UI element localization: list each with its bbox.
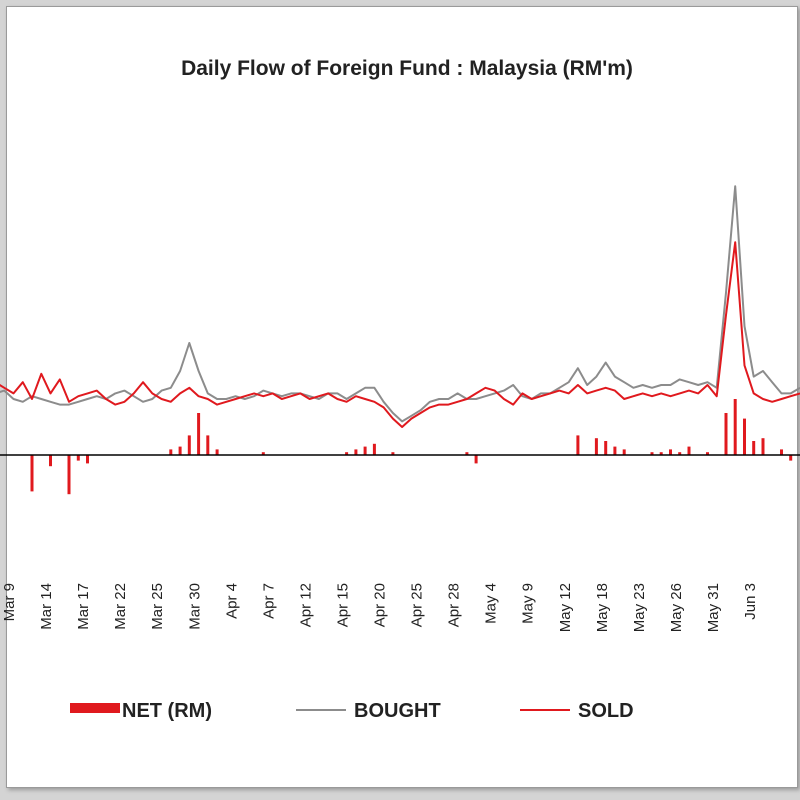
net-bar [650,452,654,455]
net-bar [594,438,598,455]
x-tick-label: Mar 9 [1,583,18,621]
net-bar [354,449,358,455]
net-bar [613,446,617,455]
net-bar [761,438,765,455]
x-tick-label: Apr 20 [372,583,389,627]
x-tick-label: Jun 3 [742,583,759,620]
net-bar [576,435,580,455]
legend-label-net: NET (RM) [122,700,212,722]
net-bar [169,449,173,455]
net-bar [669,449,672,455]
net-bar [261,452,265,455]
x-tick-label: May 9 [520,583,537,624]
x-tick-label: Apr 4 [223,583,240,619]
net-bar [86,455,89,464]
net-bar [391,452,395,455]
x-tick-label: Apr 15 [334,583,351,627]
x-tick-label: Apr 25 [409,583,426,627]
x-tick-label: May 12 [557,583,574,632]
net-bar [215,449,219,455]
net-bar [724,413,728,455]
net-bar [659,452,663,455]
net-bar [780,449,783,455]
net-bar [789,455,793,461]
x-tick-label: Mar 22 [112,583,129,630]
net-bar [187,435,191,455]
x-tick-label: May 4 [483,583,500,624]
net-bar [687,446,691,455]
legend-label-bought: BOUGHT [354,700,441,722]
series-lines [0,185,800,428]
chart-title: Daily Flow of Foreign Fund : Malaysia (R… [181,57,633,80]
x-tick-labels: Mar 9 Mar 14 Mar 17 Mar 22 Mar 25 Mar 30 Apr 4… [1,583,759,632]
net-bars [30,399,793,495]
net-bar [67,455,71,495]
x-tick-label: Mar 25 [149,583,166,630]
net-bar [206,435,210,455]
x-tick-label: May 23 [631,583,648,632]
net-bar [363,446,367,455]
legend: NET (RM) BOUGHT SOLD [70,700,634,722]
x-tick-label: Apr 12 [297,583,314,627]
net-bar [30,455,34,492]
x-tick-label: Apr 28 [446,583,463,627]
x-tick-label: Mar 14 [38,583,55,630]
x-tick-label: Mar 30 [186,583,203,630]
sold-line [0,241,800,428]
net-bar [706,452,709,455]
net-bar [678,452,682,455]
x-tick-label: Mar 17 [75,583,92,630]
net-bar [604,441,608,455]
net-bar [733,399,737,455]
net-bar [474,455,478,464]
net-bar [49,455,52,467]
net-bar [178,446,182,455]
net-bar [197,413,201,455]
x-tick-label: May 31 [705,583,722,632]
net-bar [752,441,756,455]
chart-frame: Daily Flow of Foreign Fund : Malaysia (R… [6,6,798,788]
bought-line [0,185,800,423]
net-bar [345,452,349,455]
x-tick-label: Apr 7 [260,583,277,619]
legend-swatch-net [70,703,120,713]
x-tick-label: May 26 [668,583,685,632]
net-bar [76,455,80,461]
net-bar [622,449,626,455]
legend-label-sold: SOLD [578,700,634,722]
net-bar [465,452,469,455]
net-bar [372,443,376,455]
net-bar [743,418,746,455]
x-tick-label: May 18 [594,583,611,632]
